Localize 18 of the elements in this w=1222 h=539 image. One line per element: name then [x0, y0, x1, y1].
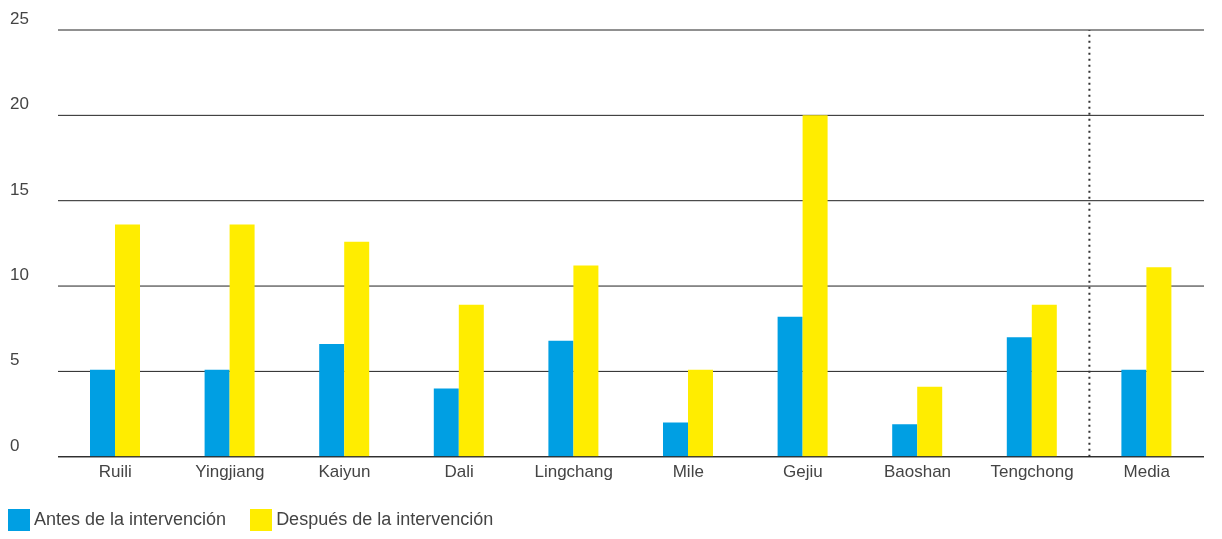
legend-label: Antes de la intervención [34, 508, 227, 529]
x-tick-label: Baoshan [883, 461, 952, 481]
x-tick-label: Mile [672, 461, 704, 481]
x-tick-label: Tengchong [990, 461, 1074, 481]
y-tick-label: 15 [10, 179, 29, 199]
x-tick-label: Lingchang [534, 461, 613, 481]
legend-label: Después de la intervención [276, 508, 494, 529]
y-tick-label: 5 [10, 350, 20, 370]
x-tick-label: Kaiyun [318, 461, 371, 481]
y-tick-label: 10 [10, 265, 29, 285]
x-tick-label: Ruili [98, 461, 132, 481]
x-tick-label: Media [1123, 461, 1171, 481]
x-tick-label: Dali [444, 461, 474, 481]
y-tick-label: 20 [10, 94, 29, 114]
x-tick-label: Gejiu [783, 461, 823, 481]
y-tick-label: 0 [10, 435, 20, 455]
y-tick-label: 25 [10, 9, 29, 29]
x-tick-label: Yingjiang [195, 461, 265, 481]
